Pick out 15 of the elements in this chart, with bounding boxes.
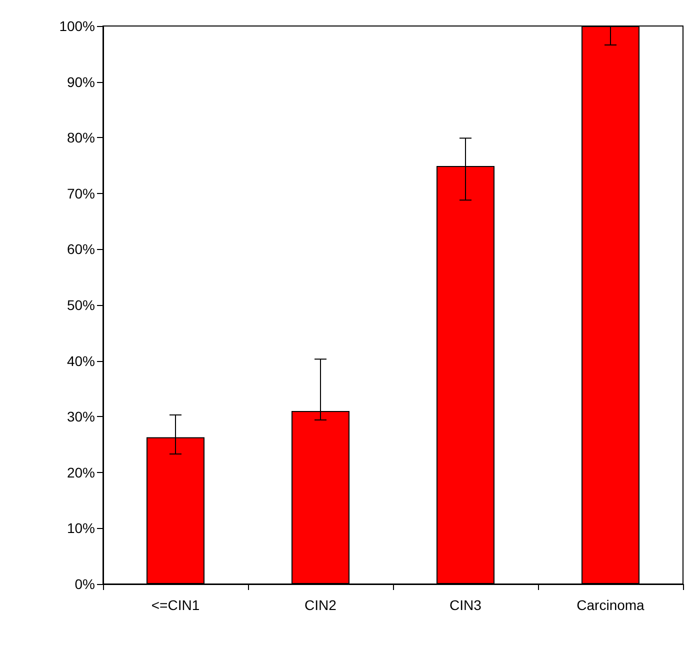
y-tick-label: 90% (66, 74, 95, 90)
x-tick-label: Carcinoma (576, 597, 645, 613)
y-tick-label: 70% (66, 185, 95, 202)
y-tick-label: 100% (59, 18, 95, 34)
y-tick-label: 20% (66, 464, 95, 480)
y-tick-label: 10% (66, 520, 95, 536)
y-tick-label: 0% (74, 576, 95, 592)
x-tick-label: <=CIN1 (151, 597, 200, 613)
x-tick-label: CIN3 (450, 597, 482, 613)
y-tick-label: 40% (66, 352, 95, 369)
y-tick-label: 30% (66, 408, 95, 425)
x-tick-label: CIN2 (304, 597, 337, 613)
y-tick-label: 50% (66, 297, 95, 313)
y-tick-label: 60% (66, 241, 95, 258)
y-tick-label: 80% (66, 130, 95, 146)
